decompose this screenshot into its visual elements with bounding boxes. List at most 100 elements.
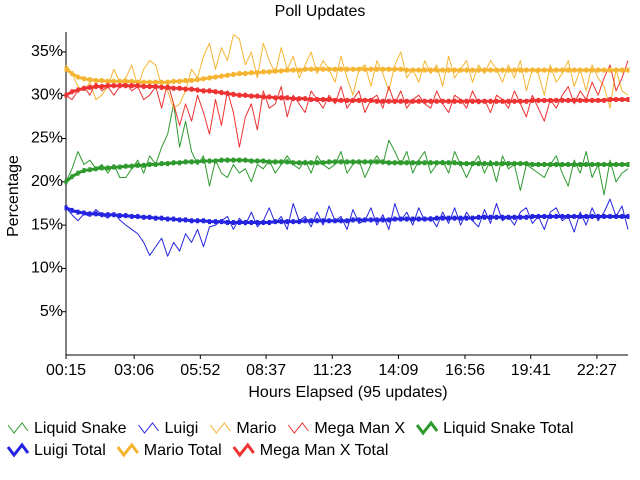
legend-icon (6, 442, 30, 458)
point-marker (112, 83, 116, 89)
point-marker (64, 66, 68, 72)
legend-icon (209, 422, 231, 434)
point-marker (596, 97, 600, 103)
point-marker (267, 94, 271, 100)
point-marker (447, 98, 451, 104)
point-marker (530, 161, 534, 167)
point-marker (88, 77, 92, 83)
point-marker (620, 97, 624, 103)
point-marker (357, 159, 361, 165)
x-tick-label: 22:27 (577, 362, 617, 379)
point-marker (459, 161, 463, 167)
point-marker (303, 218, 307, 224)
point-marker (387, 66, 391, 72)
legend-icon (116, 442, 139, 458)
point-marker (339, 159, 343, 165)
point-marker (94, 166, 98, 172)
point-marker (572, 213, 576, 219)
point-marker (154, 161, 158, 167)
point-marker (536, 213, 540, 219)
point-marker (596, 161, 600, 167)
point-marker (142, 162, 146, 168)
point-marker (345, 218, 349, 224)
point-marker (291, 160, 295, 166)
point-marker (363, 217, 367, 223)
point-marker (435, 160, 439, 166)
point-marker (166, 79, 170, 85)
point-marker (142, 84, 146, 90)
point-marker (357, 97, 361, 103)
point-marker (213, 158, 217, 164)
point-marker (148, 84, 152, 90)
point-marker (488, 214, 492, 220)
point-marker (614, 97, 618, 103)
point-marker (536, 67, 540, 73)
point-marker (166, 161, 170, 167)
point-marker (273, 219, 277, 225)
point-marker (273, 68, 277, 74)
point-marker (82, 168, 86, 174)
point-marker (303, 160, 307, 166)
point-marker (596, 67, 600, 73)
point-marker (297, 67, 301, 73)
point-marker (369, 217, 373, 223)
point-marker (494, 98, 498, 104)
point-marker (112, 212, 116, 218)
point-marker (172, 78, 176, 84)
point-marker (423, 216, 427, 222)
legend-icon (7, 422, 29, 434)
point-marker (88, 211, 92, 217)
point-marker (118, 164, 122, 170)
point-marker (518, 161, 522, 167)
point-marker (584, 213, 588, 219)
x-tick-label: 19:41 (511, 362, 551, 379)
point-marker (393, 160, 397, 166)
point-marker (148, 79, 152, 85)
point-marker (190, 218, 194, 224)
point-marker (345, 159, 349, 165)
point-marker (190, 159, 194, 165)
point-marker (94, 77, 98, 83)
point-marker (626, 97, 630, 103)
point-marker (626, 213, 630, 219)
point-marker (172, 216, 176, 222)
point-marker (273, 95, 277, 101)
point-marker (548, 161, 552, 167)
point-marker (471, 98, 475, 104)
point-marker (64, 92, 68, 98)
point-marker (154, 84, 158, 90)
point-marker (172, 160, 176, 166)
point-marker (560, 67, 564, 73)
point-marker (423, 98, 427, 104)
point-marker (566, 67, 570, 73)
point-marker (393, 66, 397, 72)
point-marker (572, 161, 576, 167)
y-tick-label: 5% (40, 303, 63, 320)
point-marker (548, 97, 552, 103)
y-tick-label: 20% (31, 173, 63, 190)
point-marker (554, 97, 558, 103)
point-marker (435, 98, 439, 104)
point-marker (572, 67, 576, 73)
point-marker (297, 160, 301, 166)
point-marker (118, 213, 122, 219)
point-marker (207, 158, 211, 164)
point-marker (112, 78, 116, 84)
point-marker (267, 159, 271, 165)
point-marker (267, 220, 271, 226)
point-marker (542, 213, 546, 219)
point-marker (441, 160, 445, 166)
point-marker (339, 66, 343, 72)
point-marker (339, 97, 343, 103)
point-marker (578, 213, 582, 219)
point-marker (160, 84, 164, 90)
point-marker (315, 160, 319, 166)
point-marker (279, 159, 283, 165)
point-marker (243, 71, 247, 77)
point-marker (148, 214, 152, 220)
point-marker (399, 66, 403, 72)
point-marker (130, 163, 134, 169)
point-marker (166, 84, 170, 90)
point-marker (255, 158, 259, 164)
point-marker (447, 67, 451, 73)
